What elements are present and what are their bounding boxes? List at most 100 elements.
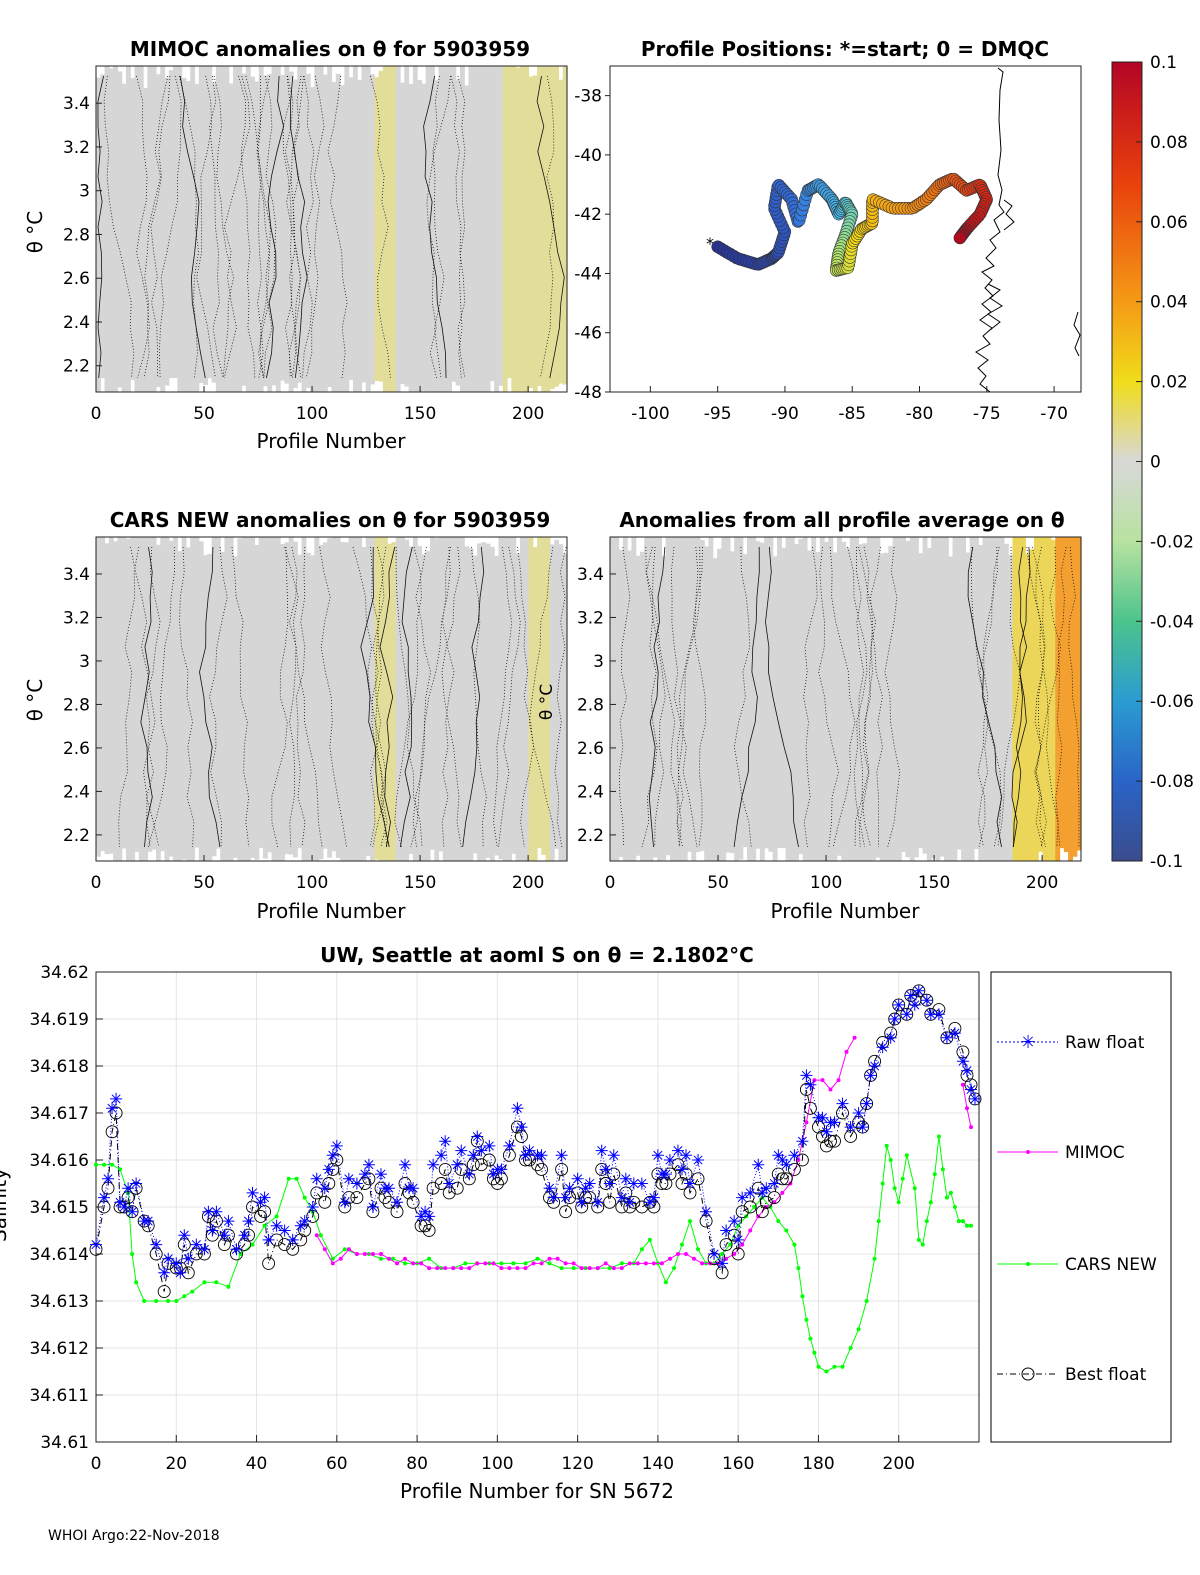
raw-float-point [222,1215,235,1228]
raw-float-point [956,1055,969,1068]
heatmap-cell [661,556,667,861]
raw-float-point [708,1248,721,1260]
heatmap-cell [408,83,414,392]
heatmap-cell [494,66,500,392]
salinity-series [89,984,982,1374]
heatmap-cell [734,537,740,861]
heatmap-cell [472,66,478,392]
heatmap-cell [357,79,363,392]
heatmap-cell [995,537,1001,861]
heatmap-cell [267,537,273,853]
raw-float-point [178,1229,191,1242]
raw-float-point [90,1238,102,1251]
heatmap-frame [609,536,1082,862]
x-tick-label: 150 [404,404,436,424]
raw-float-point [555,1149,568,1162]
raw-float-point [254,1196,267,1209]
heatmap-cell [160,537,166,852]
cars-point [499,1261,504,1266]
heatmap-cell [477,543,482,861]
heatmap-cell [305,552,311,861]
average-heatmap [610,537,1082,861]
best-float-point [555,1162,569,1176]
contour-line [372,546,387,848]
heatmap-cell [177,551,183,861]
cars-point [864,1299,869,1303]
heatmap-cell [896,537,902,861]
heatmap-cell [507,537,512,861]
heatmap-cell [879,553,885,861]
heatmap-cell [370,74,375,385]
y-tick-label: 2.6 [577,739,604,759]
raw-float-point [744,1186,757,1199]
cars-point [784,1228,789,1233]
mimoc-point [960,1082,965,1087]
raw-float-point [820,1125,833,1138]
heatmap-cell [331,82,337,392]
coastline [975,67,1081,393]
colorbar-tick-label: 0 [1150,453,1161,473]
mimoc-axes: 0 50 100 150 200 2.2 2.4 2.6 2.8 3 3.2 3.4 [63,65,568,424]
raw-float-point [780,1158,793,1171]
heatmap-cell [203,555,208,861]
heatmap-cell [532,547,538,861]
raw-float-point [768,1177,781,1190]
heatmap-cell [691,537,697,861]
raw-float-point [98,1191,111,1204]
cars-point [688,1219,692,1224]
average-axes: 0 50 100 150 200 2.2 2.4 2.6 2.8 3 3.2 3.4 [577,536,1082,893]
raw-float-point [535,1149,548,1162]
y-tick-label: 3 [79,182,90,202]
heatmap-cell [185,81,191,393]
colorbar-tick-label: -0.02 [1150,532,1194,552]
y-tick-label: 3.4 [63,94,90,114]
heatmap-cell [541,537,547,855]
heatmap-cell [224,537,230,861]
heatmap-cell [160,66,166,392]
raw-float-point [940,1031,953,1044]
heatmap-cell [459,66,465,392]
colorbar-ticks: 0.1 0.08 0.06 0.04 0.02 0 -0.02 -0.04 -0.06 -0.08… [1136,53,1194,872]
raw-float-point [856,1121,869,1134]
heatmap-cell [862,543,868,861]
heatmap-cell [100,537,106,851]
best-float-point [350,1191,364,1205]
best-float-point [342,1191,356,1205]
y-tick-label: 3.4 [63,565,90,585]
contour-line [450,75,466,379]
heatmap-cell [181,77,187,393]
x-tick-label: 100 [481,1454,513,1474]
heatmap-cell [742,554,748,848]
best-float-point [438,1162,452,1176]
raw-float-point [920,994,933,1007]
raw-float-point [892,998,905,1011]
heatmap-cell [935,537,941,861]
heatmap-cell [438,537,444,852]
raw-float-point [523,1144,536,1157]
heatmap-cell [297,554,303,849]
best-float-point [691,1172,705,1186]
heatmap-cell [155,544,161,861]
best-float-point [795,1153,809,1167]
mimoc-point [507,1266,512,1271]
cars-point [944,1195,949,1200]
cars-point [816,1364,821,1369]
cars-point [916,1237,921,1242]
heatmap-cell [519,66,525,392]
raw-float-point [330,1139,343,1152]
contour-line [400,546,413,848]
heatmap-cell [412,66,418,392]
contour-line [130,546,156,848]
heatmap-cell [1042,537,1048,861]
mimoc-point [965,1106,969,1111]
heatmap-cell [554,539,560,849]
heatmap-cell [215,66,221,392]
mimoc-point [515,1266,520,1271]
heatmap-cell [1046,537,1052,861]
raw-float-point [391,1196,404,1209]
cars-panel: CARS NEW anomalies on θ for 5903959 0 50 1… [23,508,568,923]
cars-point [884,1143,889,1148]
mimoc-point [539,1261,544,1266]
y-tick-label: 2.2 [63,826,90,846]
positions-panel: Profile Positions: *=start; 0 = DMQC -10… [574,37,1082,424]
